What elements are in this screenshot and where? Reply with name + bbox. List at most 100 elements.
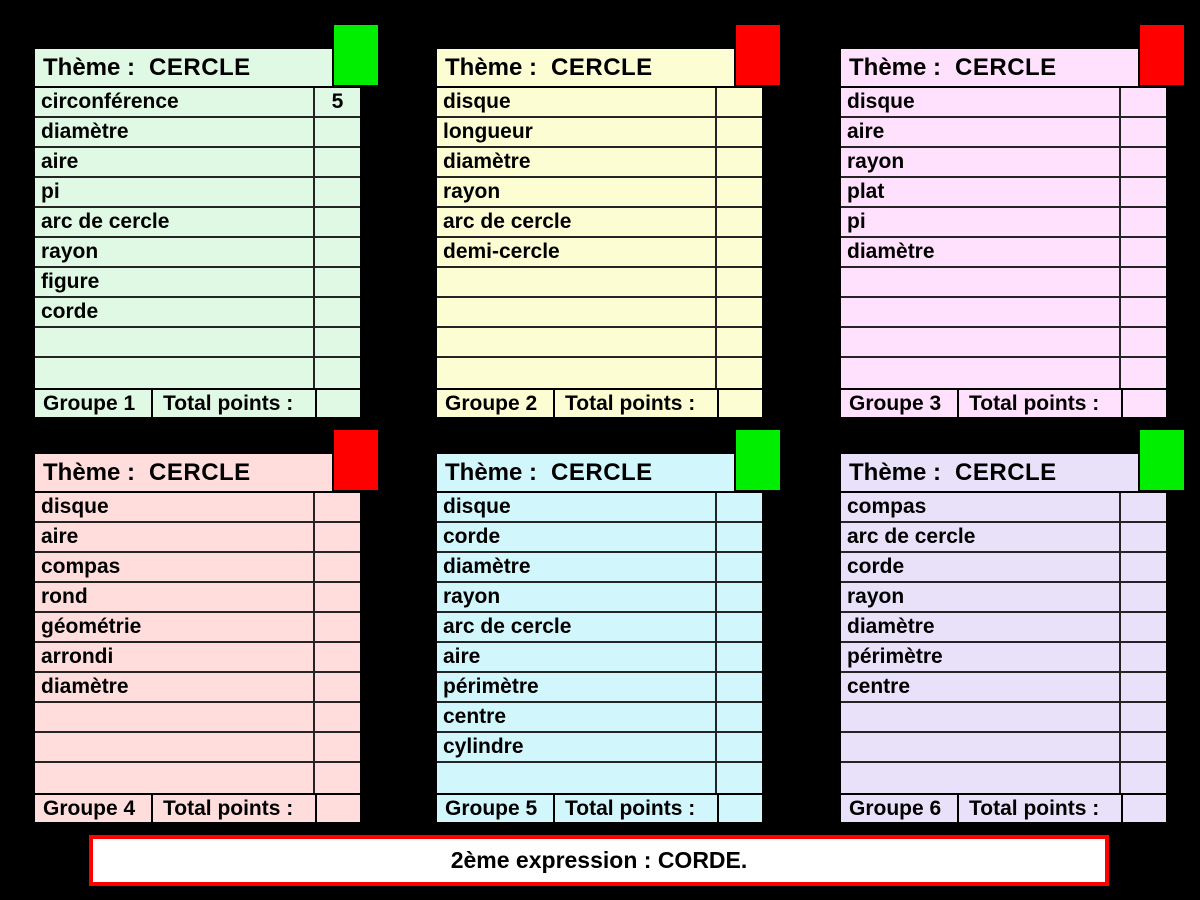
red-status-square[interactable]: [734, 23, 782, 87]
points-cell[interactable]: [717, 763, 762, 793]
word-row: [841, 763, 1166, 793]
points-cell[interactable]: [315, 178, 360, 206]
points-cell[interactable]: [315, 673, 360, 701]
points-cell[interactable]: [315, 553, 360, 581]
points-cell[interactable]: [1121, 703, 1166, 731]
card-header: Thème : CERCLE: [33, 47, 362, 88]
total-points-value-cell[interactable]: [317, 795, 360, 822]
theme-label: Thème :: [849, 53, 942, 81]
green-status-square[interactable]: [1138, 428, 1186, 492]
word-row: corde: [35, 298, 360, 328]
card-footer: Groupe 3 Total points :: [839, 388, 1168, 419]
points-cell[interactable]: [315, 358, 360, 388]
word-row: diamètre: [35, 673, 360, 703]
red-status-square[interactable]: [332, 428, 380, 492]
total-points-value-cell[interactable]: [719, 390, 762, 417]
points-cell[interactable]: [1121, 178, 1166, 206]
points-cell[interactable]: [1121, 763, 1166, 793]
points-cell[interactable]: [1121, 523, 1166, 551]
word-row: [35, 328, 360, 358]
points-cell[interactable]: [315, 493, 360, 521]
word-cell: rond: [35, 583, 315, 611]
points-cell[interactable]: [315, 238, 360, 266]
points-cell[interactable]: [1121, 643, 1166, 671]
points-cell[interactable]: [1121, 148, 1166, 176]
word-cell: circonférence: [35, 88, 315, 116]
points-cell[interactable]: [717, 118, 762, 146]
group-label: Groupe 3: [841, 390, 959, 417]
word-row: pi: [841, 208, 1166, 238]
word-cell: aire: [35, 148, 315, 176]
points-cell[interactable]: [315, 268, 360, 296]
points-cell[interactable]: [1121, 583, 1166, 611]
word-cell: [841, 328, 1121, 356]
word-row: arrondi: [35, 643, 360, 673]
points-cell[interactable]: [717, 493, 762, 521]
points-cell[interactable]: [717, 88, 762, 116]
points-cell[interactable]: [717, 643, 762, 671]
points-cell[interactable]: [315, 733, 360, 761]
points-cell[interactable]: [1121, 88, 1166, 116]
total-points-value-cell[interactable]: [317, 390, 360, 417]
total-points-value-cell[interactable]: [719, 795, 762, 822]
word-row: arc de cercle: [437, 613, 762, 643]
points-cell[interactable]: [1121, 298, 1166, 326]
points-cell[interactable]: [315, 613, 360, 641]
points-cell[interactable]: [1121, 208, 1166, 236]
red-status-square[interactable]: [1138, 23, 1186, 87]
points-cell[interactable]: [315, 298, 360, 326]
points-cell[interactable]: [717, 178, 762, 206]
points-cell[interactable]: [315, 208, 360, 236]
word-cell: diamètre: [437, 553, 717, 581]
points-cell[interactable]: [1121, 493, 1166, 521]
points-cell[interactable]: [315, 643, 360, 671]
points-cell[interactable]: [1121, 733, 1166, 761]
points-cell[interactable]: [1121, 553, 1166, 581]
points-cell[interactable]: [717, 733, 762, 761]
points-cell[interactable]: [1121, 328, 1166, 356]
points-cell[interactable]: [315, 118, 360, 146]
points-cell[interactable]: [717, 523, 762, 551]
word-row: centre: [841, 673, 1166, 703]
points-cell[interactable]: [1121, 613, 1166, 641]
points-cell[interactable]: [315, 148, 360, 176]
word-cell: corde: [841, 553, 1121, 581]
points-cell[interactable]: [315, 703, 360, 731]
word-row: rayon: [437, 583, 762, 613]
points-cell[interactable]: [717, 238, 762, 266]
total-points-value-cell[interactable]: [1123, 795, 1166, 822]
points-cell[interactable]: [315, 328, 360, 356]
word-row: arc de cercle: [437, 208, 762, 238]
points-cell[interactable]: [717, 703, 762, 731]
points-cell[interactable]: [717, 358, 762, 388]
points-cell[interactable]: [1121, 673, 1166, 701]
points-cell[interactable]: [315, 523, 360, 551]
points-cell[interactable]: [1121, 268, 1166, 296]
word-row: demi-cercle: [437, 238, 762, 268]
points-cell[interactable]: [1121, 238, 1166, 266]
points-cell[interactable]: [717, 613, 762, 641]
points-cell[interactable]: 5: [331, 90, 344, 113]
points-cell[interactable]: [717, 298, 762, 326]
points-cell[interactable]: [717, 208, 762, 236]
green-status-square[interactable]: [332, 23, 380, 87]
word-cell: rayon: [841, 148, 1121, 176]
points-cell[interactable]: [315, 763, 360, 793]
card-header: Thème : CERCLE: [435, 47, 764, 88]
points-cell[interactable]: [717, 583, 762, 611]
card-footer: Groupe 6 Total points :: [839, 793, 1168, 824]
word-cell: cylindre: [437, 733, 717, 761]
points-cell[interactable]: [717, 328, 762, 356]
points-cell[interactable]: [717, 673, 762, 701]
points-cell[interactable]: [315, 583, 360, 611]
points-cell[interactable]: [717, 148, 762, 176]
word-row: [841, 328, 1166, 358]
points-cell[interactable]: [1121, 118, 1166, 146]
points-cell[interactable]: [717, 268, 762, 296]
card-footer: Groupe 1 Total points :: [33, 388, 362, 419]
word-cell: disque: [35, 493, 315, 521]
points-cell[interactable]: [717, 553, 762, 581]
total-points-value-cell[interactable]: [1123, 390, 1166, 417]
green-status-square[interactable]: [734, 428, 782, 492]
points-cell[interactable]: [1121, 358, 1166, 388]
